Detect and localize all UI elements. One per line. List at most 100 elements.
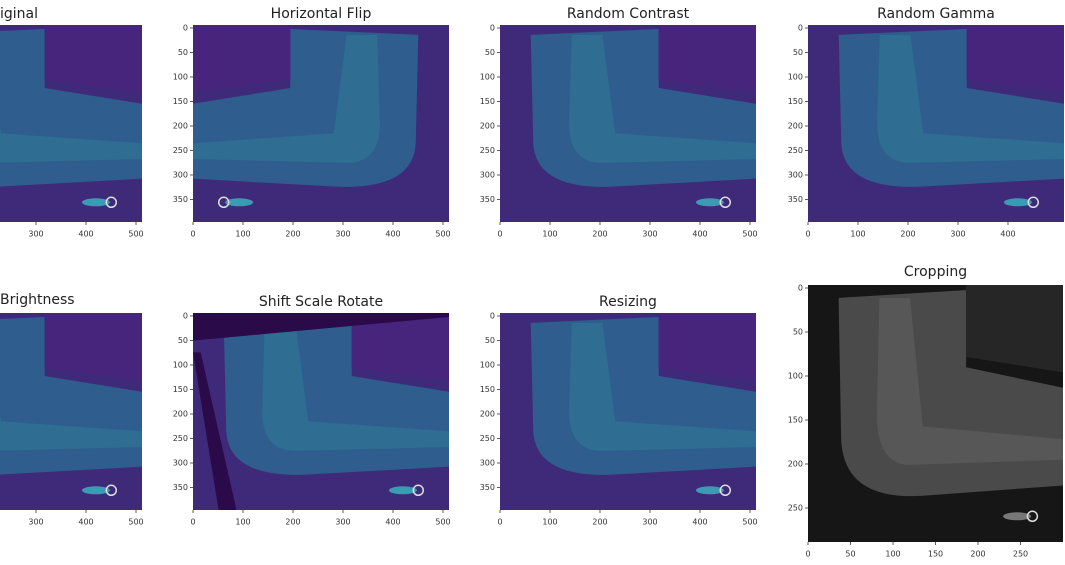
bone [0, 124, 142, 163]
x-tick-label: 0 [805, 550, 810, 559]
x-tick-label: 150 [928, 550, 943, 559]
dark-region [966, 25, 1064, 92]
panel-title: iginal [0, 6, 38, 22]
x-tick-label: 300 [642, 518, 657, 527]
y-tick-label: 150 [788, 97, 803, 106]
y-tick-label: 350 [480, 483, 495, 492]
image [0, 25, 142, 222]
marker-ring [105, 484, 118, 497]
y-tick-label: 300 [173, 171, 188, 180]
x-tick-label: 100 [850, 230, 865, 239]
y-tick-label: 200 [173, 410, 188, 419]
y-tick-label: 100 [788, 73, 803, 82]
marker [81, 486, 110, 495]
x-tick-label: 0 [497, 518, 502, 527]
marker [388, 486, 417, 495]
y-tick-label: 150 [173, 385, 188, 394]
x-tick-label: 500 [742, 230, 757, 239]
panel: Random Contrast 0 100 200 300 400 500 0 50 100 150… [480, 6, 758, 239]
y-tick-label: 150 [480, 385, 495, 394]
x-tick-label: 200 [285, 518, 300, 527]
y-tick-label: 200 [173, 122, 188, 131]
marker [225, 198, 254, 207]
x-tick-label: 50 [845, 550, 855, 559]
marker [1003, 512, 1032, 521]
panel: Brightness 300 400 500 [0, 292, 144, 527]
marker-ring [719, 484, 732, 497]
x-tick-label: 200 [970, 550, 985, 559]
y-tick-label: 0 [798, 284, 803, 293]
image-content [838, 285, 1063, 523]
y-tick-label: 350 [788, 195, 803, 204]
x-tick-label: 400 [78, 518, 93, 527]
panel-title: Brightness [0, 292, 75, 308]
y-tick-label: 0 [183, 312, 188, 321]
image [808, 285, 1063, 542]
x-tick-label: 100 [542, 230, 557, 239]
y-tick-label: 200 [480, 122, 495, 131]
image-content [0, 25, 142, 209]
y-tick-label: 250 [173, 146, 188, 155]
x-tick-label: 300 [335, 518, 350, 527]
y-tick-label: 0 [490, 24, 495, 33]
x-tick-label: 100 [235, 230, 250, 239]
y-tick-label: 50 [793, 48, 803, 57]
x-tick-label: 0 [190, 518, 195, 527]
x-tick-label: 100 [885, 550, 900, 559]
y-tick-label: 250 [173, 434, 188, 443]
panel-title: Cropping [904, 264, 967, 280]
image-content [0, 313, 142, 497]
y-tick-label: 150 [480, 97, 495, 106]
x-tick-label: 500 [128, 230, 143, 239]
y-tick-label: 250 [480, 434, 495, 443]
y-tick-label: 100 [173, 73, 188, 82]
marker [695, 198, 724, 207]
x-tick-label: 400 [78, 230, 93, 239]
bone [876, 297, 1063, 465]
x-tick-label: 200 [592, 230, 607, 239]
marker-ring [217, 196, 230, 209]
y-tick-label: 300 [480, 171, 495, 180]
dark-region [44, 313, 142, 380]
x-tick-label: 100 [542, 518, 557, 527]
panel: Cropping 0 50 100 150 200 250 0 50 100 150 200 250 [788, 264, 1063, 559]
dark-region [658, 25, 756, 92]
x-tick-label: 500 [435, 230, 450, 239]
dark-region [966, 285, 1063, 373]
bone [262, 322, 449, 451]
image-content [223, 313, 449, 497]
x-tick-label: 400 [385, 230, 400, 239]
marker [695, 486, 724, 495]
image-content [530, 313, 756, 497]
y-tick-label: 250 [480, 146, 495, 155]
rotation-wedge [193, 313, 449, 341]
x-tick-label: 0 [190, 230, 195, 239]
y-tick-label: 200 [480, 410, 495, 419]
x-tick-label: 300 [28, 518, 43, 527]
y-tick-label: 250 [788, 504, 803, 513]
image-content [193, 25, 419, 209]
marker-ring [1026, 510, 1039, 523]
panel-title: Horizontal Flip [271, 6, 372, 22]
x-tick-label: 300 [335, 230, 350, 239]
panel-title: Resizing [599, 294, 657, 310]
panel-title: Shift Scale Rotate [259, 294, 383, 310]
y-tick-label: 0 [183, 24, 188, 33]
panel: Random Gamma 0 100 200 300 400 0 50 100 150 200 250… [788, 6, 1064, 239]
y-tick-label: 300 [173, 459, 188, 468]
x-tick-label: 400 [385, 518, 400, 527]
x-tick-label: 0 [497, 230, 502, 239]
y-tick-label: 50 [178, 48, 188, 57]
panel: Shift Scale Rotate 0 100 200 300 400 500 0 50 100… [173, 294, 451, 527]
y-tick-label: 300 [788, 171, 803, 180]
marker-ring [1027, 196, 1040, 209]
y-tick-label: 200 [788, 122, 803, 131]
image [500, 313, 756, 510]
x-tick-label: 200 [592, 518, 607, 527]
x-tick-label: 400 [1000, 230, 1015, 239]
x-tick-label: 100 [235, 518, 250, 527]
panel: Horizontal Flip 0 100 200 300 400 500 0 50 100 150… [173, 6, 451, 239]
x-tick-label: 0 [805, 230, 810, 239]
panel: iginal 300 400 500 [0, 6, 144, 239]
